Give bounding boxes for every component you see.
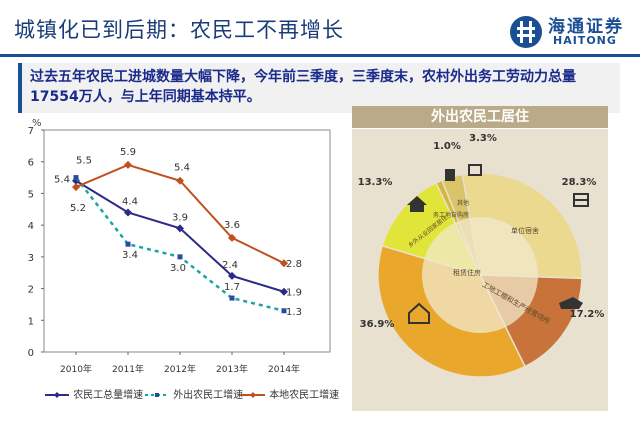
y-axis-label: % [32,118,42,129]
data-point [229,295,235,301]
pie-value-label: 1.0% [433,141,461,152]
worksite-icon [559,297,583,309]
legend-item-migrant: 外出农民工增速 [144,386,243,401]
home-icon [407,196,427,212]
data-point [124,160,132,169]
pie-inner-ring [422,217,538,333]
data-label: 3.9 [172,212,188,223]
pie-value-label: 3.3% [469,133,497,144]
pie-value-label: 13.3% [358,177,393,188]
data-point [228,233,236,242]
data-label: 1.7 [224,282,240,293]
data-label: 5.9 [120,147,136,158]
y-tick-label: 4 [28,221,34,232]
legend-item-local: 本地农民工增速 [240,386,339,401]
data-point [124,208,132,217]
data-label: 3.4 [122,250,138,261]
line-chart: % 0 1 2 3 4 5 6 7 2010年 2011年 2012年 2013年 2014年 5.4 4.4… [28,118,331,375]
y-tick-label: 1 [28,316,34,327]
logo-english: HAITONG [553,34,617,47]
pie-chart: 28.3%单位宿舍17.2%工地工棚和生产经营场所36.9%租赁住房13.3%乡… [352,129,608,411]
data-label: 4.4 [122,196,138,207]
data-label: 1.9 [286,288,302,299]
y-tick-label: 3 [28,253,34,264]
x-tick-label: 2014年 [268,363,300,375]
pie-title: 外出农民工居住 [352,106,608,128]
y-tick-label: 0 [28,348,34,359]
y-tick-label: 2 [28,285,34,296]
legend-item-total: 农民工总量增速 [44,386,143,401]
data-label: 5.5 [76,156,92,167]
dormitory-icon [573,193,589,207]
data-label: 5.4 [54,175,70,186]
y-tick-label: 6 [28,158,34,169]
data-point [72,183,80,192]
data-point [280,287,288,296]
y-tick-label: 7 [28,126,34,137]
data-label: 5.2 [70,203,86,214]
pie-category-label: 单位宿舍 [511,226,539,235]
data-point [176,176,184,185]
logo-name: 海通证券 [548,17,624,37]
summary-text: 过去五年农民工进城数量大幅下降，今年前三季度，三季度末，农村外出务工劳动力总量1… [30,69,576,105]
pie-value-label: 28.3% [562,177,597,188]
bed-icon [468,164,482,176]
data-point [73,175,79,181]
x-tick-label: 2011年 [112,363,144,375]
data-point [280,259,288,268]
plot-area [43,129,331,353]
data-point [228,271,236,280]
data-label: 1.3 [286,307,302,318]
data-label: 3.0 [170,263,186,274]
pie-category-label: 其他 [457,199,469,207]
y-tick-label: 5 [28,189,34,200]
pie-category-label: 务工地自购房 [433,211,469,219]
legend-label-total: 农民工总量增速 [73,390,144,401]
data-point [281,308,287,314]
pie-value-label: 17.2% [570,309,605,320]
x-tick-label: 2012年 [164,363,196,375]
header-divider [0,54,640,57]
data-point [125,241,131,247]
haitong-logo [510,16,542,48]
pie-value-label: 36.9% [360,319,395,330]
x-tick-label: 2013年 [216,363,248,375]
data-label: 2.8 [286,259,302,270]
apartment-icon [445,169,455,181]
haitong-emblem-icon [510,16,542,48]
data-point [177,254,183,260]
data-label: 5.4 [174,163,190,174]
summary-box [18,63,620,113]
x-tick-label: 2010年 [60,363,92,375]
pie-category-label: 租赁住房 [453,268,481,277]
legend-label-local: 本地农民工增速 [269,390,340,401]
data-label: 3.6 [224,220,240,231]
rental-house-icon [408,302,430,324]
data-label: 2.4 [222,260,238,271]
page-title: 城镇化已到后期：农民工不再增长 [14,18,344,42]
data-point [176,224,184,233]
legend-label-migrant: 外出农民工增速 [173,390,244,401]
